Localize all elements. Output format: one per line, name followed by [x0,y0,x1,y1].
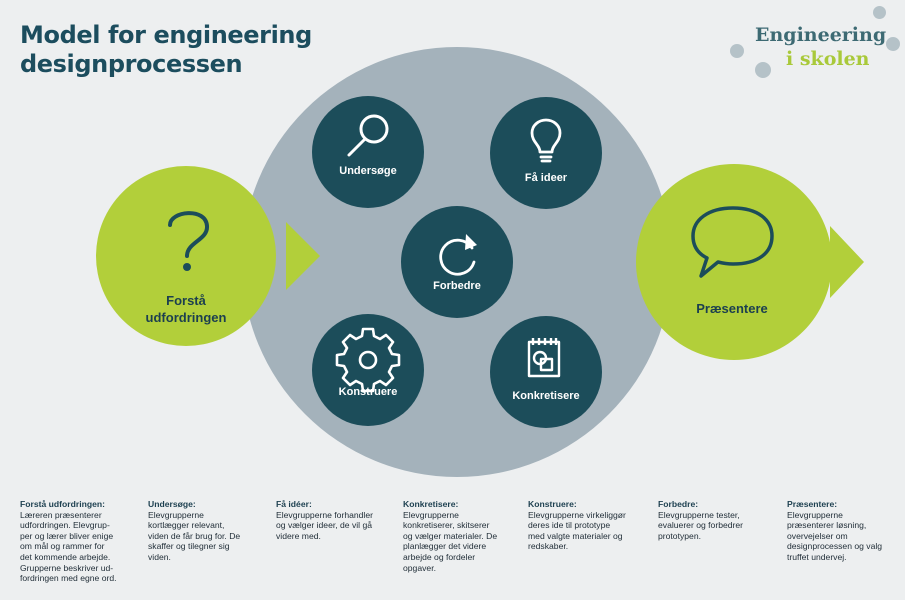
improve-label: Forbedre [433,280,481,292]
desc-line: skaffer og tilegner sig [148,541,230,552]
logo-dot [873,6,886,19]
speech-bubble-icon [691,206,774,278]
concretize-node [490,316,602,428]
desc-line: Grupperne beskriver ud- [20,562,114,573]
understand-label: Forstå udfordringen [146,292,227,326]
explore-label: Undersøge [339,165,397,177]
desc-heading: Forbedre: [658,499,699,509]
understand-label-line-1: Forstå [166,293,206,308]
desc-line: konkretiserer, skitserer [403,520,490,531]
brand-line-1: Engineering [755,24,887,46]
concretize-label: Konkretisere [512,390,580,402]
desc-heading: Undersøge: [148,499,196,509]
desc-line: deres ide til prototype [528,520,611,531]
desc-line: planlægger det videre [403,541,487,552]
desc-line: videre med. [276,530,321,541]
page-title: Model for engineering designprocessen [20,21,312,79]
gear-icon [335,327,401,393]
desc-line: per og lærer bliver enige [20,530,114,541]
logo-dot [730,44,744,58]
explore-node [312,96,424,208]
logo-dot [886,37,900,51]
desc-line: præsenterer løsning, [787,520,867,531]
desc-line: truffet undervej. [787,551,847,562]
desc-concretize: Konkretisere: Elevgrupperne konkretisere… [403,499,525,573]
desc-line: om mål og rammer for [20,541,105,552]
present-circle [636,164,832,360]
desc-line: Elevgrupperne [787,509,843,520]
desc-line: med valgte materialer og [528,530,623,541]
logo-dot [755,62,771,78]
desc-line: kortlægger relevant, [148,520,225,531]
understand-arrow [286,222,320,290]
desc-ideas: Få idéer: Elevgrupperne forhandler og væ… [276,499,398,541]
present-arrow [830,226,864,298]
desc-line: Læreren præsenterer [20,509,102,520]
desc-explore: Undersøge: Elevgrupperne kortlægger rele… [148,499,270,563]
desc-line: Elevgrupperne [148,509,204,520]
title-line-2: designprocessen [20,50,243,78]
desc-line: viden de får brug for. De [148,530,241,541]
construct-label: Konstruere [338,386,398,398]
desc-line: det kommende arbejde. [20,551,111,562]
desc-heading: Konkretisere: [403,499,459,509]
clipboard-shapes-icon [527,338,561,378]
understand-label-line-2: udfordringen [145,310,227,325]
present-label: Præsentere [696,301,768,316]
desc-line: designprocessen og valg [787,541,883,552]
desc-line: overvejelser om [787,530,848,541]
desc-line: evaluerer og forbedrer [658,520,744,531]
desc-line: udfordringen. Elevgrup- [20,520,110,531]
desc-line: fordringen med egne ord. [20,573,117,584]
desc-line: og vælger ideer, de vil gå [276,520,373,531]
refresh-icon [439,234,477,276]
lightbulb-icon [530,118,562,163]
question-mark-icon [168,211,209,271]
desc-line: Elevgrupperne [403,509,459,520]
desc-line: Elevgrupperne forhandler [276,509,373,520]
desc-line: Elevgrupperne tester, [658,509,740,520]
ideas-label: Få ideer [524,172,568,184]
desc-heading: Konstruere: [528,499,577,509]
brand-logo: Engineering i skolen [724,0,905,90]
desc-line: prototypen. [658,530,701,541]
brand-line-2: i skolen [786,48,870,70]
desc-line: opgaver. [403,562,436,573]
construct-node [312,314,424,426]
desc-present: Præsentere: Elevgrupperne præsenterer lø… [787,499,899,563]
desc-improve: Forbedre: Elevgrupperne tester, evaluere… [658,499,780,541]
title-line-1: Model for engineering [20,21,312,49]
desc-line: og vælger materialer. De [403,530,498,541]
desc-construct: Konstruere: Elevgrupperne virkeliggør de… [528,499,650,552]
desc-line: arbejde og fordeler [403,551,476,562]
desc-line: Elevgrupperne virkeliggør [528,509,626,520]
magnifier-icon [347,114,389,157]
desc-line: viden. [148,551,171,562]
improve-node [401,206,513,318]
desc-understand: Forstå udfordringen: Læreren præsenterer… [20,499,142,584]
desc-heading: Forstå udfordringen: [20,499,105,509]
desc-heading: Få idéer: [276,499,312,509]
desc-heading: Præsentere: [787,499,838,509]
desc-line: redskaber. [528,541,569,552]
